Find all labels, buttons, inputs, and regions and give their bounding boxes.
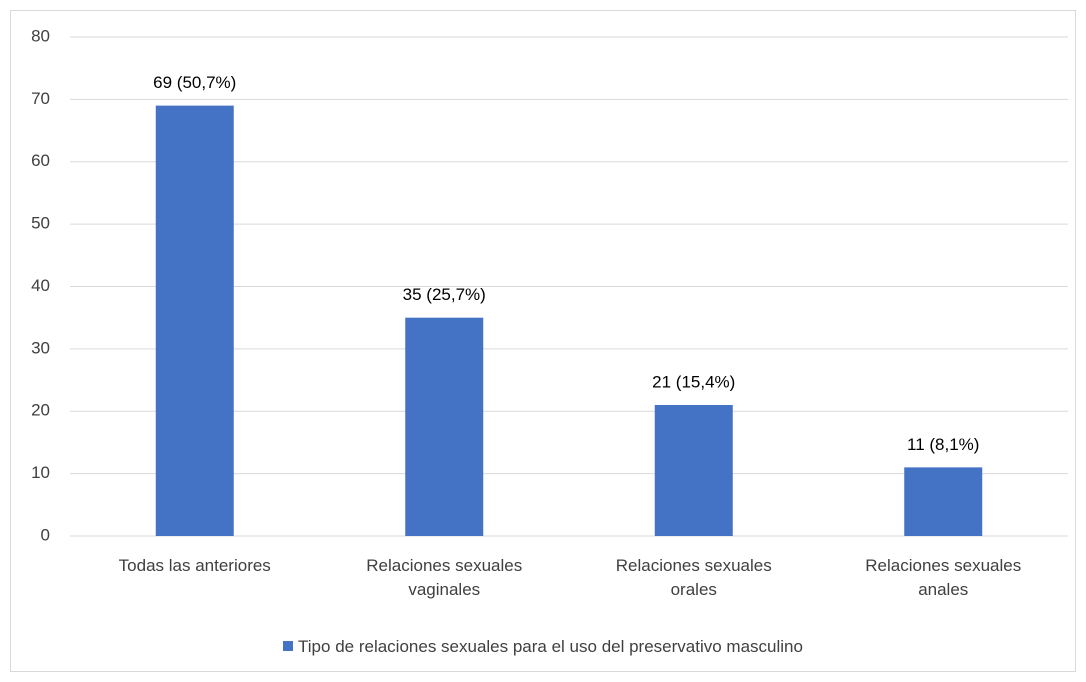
- data-label: 21 (15,4%): [652, 372, 735, 391]
- x-tick-label: Todas las anteriores: [118, 556, 271, 575]
- data-label: 35 (25,7%): [403, 285, 486, 304]
- legend-swatch: [283, 641, 294, 651]
- bar: [405, 317, 484, 536]
- bar: [904, 467, 983, 536]
- y-tick-label: 40: [31, 276, 50, 295]
- x-tick-label: Relaciones sexuales orales: [615, 556, 772, 599]
- bar: [155, 105, 234, 537]
- chart-border: [10, 10, 1076, 672]
- y-tick-label: 80: [31, 26, 50, 45]
- legend: Tipo de relaciones sexuales para el uso …: [0, 637, 1086, 657]
- data-label: 69 (50,7%): [153, 73, 236, 92]
- y-tick-label: 50: [31, 214, 50, 233]
- y-tick-label: 0: [41, 525, 50, 544]
- y-tick-label: 60: [31, 151, 50, 170]
- bar: [654, 405, 733, 536]
- y-tick-label: 30: [31, 338, 50, 357]
- x-tick-label: Relaciones sexuales vaginales: [366, 556, 523, 599]
- x-tick-label: Relaciones sexuales anales: [865, 556, 1022, 599]
- data-label: 11 (8,1%): [907, 435, 979, 454]
- y-tick-label: 70: [31, 89, 50, 108]
- legend-label: Tipo de relaciones sexuales para el uso …: [298, 637, 803, 656]
- y-tick-label: 10: [31, 463, 50, 482]
- y-tick-label: 20: [31, 401, 50, 420]
